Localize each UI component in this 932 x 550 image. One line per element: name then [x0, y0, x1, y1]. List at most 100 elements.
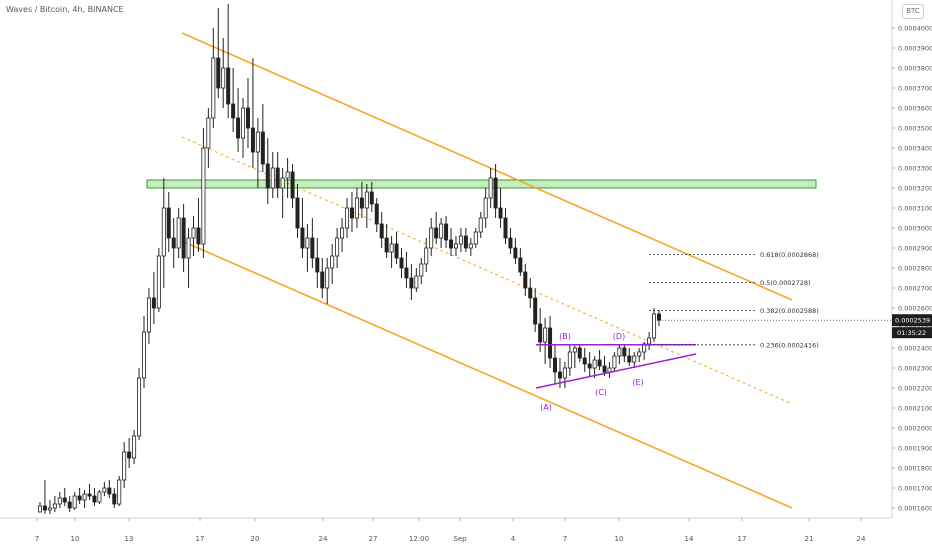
- candle[interactable]: [186, 228, 191, 288]
- candle[interactable]: [191, 216, 196, 256]
- candle[interactable]: [340, 218, 345, 252]
- candle[interactable]: [161, 178, 166, 288]
- candle[interactable]: [42, 480, 47, 514]
- candle[interactable]: [359, 182, 364, 218]
- candle[interactable]: [463, 228, 468, 252]
- candle[interactable]: [151, 272, 156, 324]
- channel-lower-line[interactable]: [181, 240, 793, 509]
- candle[interactable]: [57, 492, 62, 508]
- candle[interactable]: [444, 216, 449, 248]
- candle[interactable]: [399, 248, 404, 278]
- candle[interactable]: [369, 182, 374, 212]
- candle[interactable]: [226, 4, 231, 118]
- candle[interactable]: [82, 490, 87, 508]
- candle[interactable]: [449, 228, 454, 256]
- candle[interactable]: [652, 308, 657, 342]
- candle[interactable]: [231, 68, 236, 132]
- candle[interactable]: [414, 268, 419, 292]
- resistance-zone[interactable]: [146, 179, 817, 189]
- candle[interactable]: [250, 58, 255, 168]
- candle[interactable]: [419, 258, 424, 284]
- candle[interactable]: [280, 168, 285, 218]
- candle[interactable]: [275, 152, 280, 198]
- candle[interactable]: [389, 236, 394, 268]
- candle[interactable]: [617, 344, 622, 364]
- candle[interactable]: [483, 188, 488, 228]
- candle[interactable]: [245, 78, 250, 148]
- candle[interactable]: [493, 164, 498, 218]
- candle[interactable]: [107, 480, 112, 498]
- candle[interactable]: [409, 264, 414, 300]
- candle[interactable]: [345, 198, 350, 238]
- candle[interactable]: [439, 218, 444, 248]
- candle[interactable]: [285, 158, 290, 198]
- candle[interactable]: [72, 492, 77, 510]
- candle[interactable]: [488, 168, 493, 208]
- candle[interactable]: [216, 8, 221, 98]
- candle[interactable]: [498, 188, 503, 228]
- candle[interactable]: [255, 118, 260, 188]
- candle[interactable]: [137, 368, 142, 440]
- candle[interactable]: [117, 476, 122, 506]
- candle[interactable]: [572, 344, 577, 368]
- candle[interactable]: [548, 316, 553, 368]
- candle[interactable]: [647, 332, 652, 350]
- channel-upper-line[interactable]: [181, 32, 793, 301]
- candle[interactable]: [67, 496, 72, 512]
- candle[interactable]: [528, 278, 533, 308]
- candle[interactable]: [379, 212, 384, 248]
- candle[interactable]: [582, 348, 587, 372]
- candle[interactable]: [592, 356, 597, 378]
- candle[interactable]: [320, 258, 325, 298]
- candle[interactable]: [657, 310, 662, 326]
- candle[interactable]: [384, 224, 389, 258]
- candle[interactable]: [102, 482, 107, 496]
- candle[interactable]: [335, 228, 340, 268]
- candle[interactable]: [587, 352, 592, 376]
- candle[interactable]: [632, 352, 637, 368]
- candle[interactable]: [434, 212, 439, 244]
- candle[interactable]: [553, 344, 558, 384]
- candle[interactable]: [597, 350, 602, 370]
- candle[interactable]: [97, 490, 102, 504]
- candle[interactable]: [374, 198, 379, 232]
- candle[interactable]: [132, 430, 137, 464]
- candle[interactable]: [305, 224, 310, 272]
- candle[interactable]: [241, 98, 246, 158]
- candle[interactable]: [478, 212, 483, 238]
- candle[interactable]: [330, 244, 335, 284]
- candle[interactable]: [166, 192, 171, 252]
- candle[interactable]: [77, 488, 82, 504]
- candle[interactable]: [637, 348, 642, 362]
- candle[interactable]: [562, 362, 567, 388]
- candle[interactable]: [602, 356, 607, 376]
- candle[interactable]: [270, 152, 275, 198]
- candle[interactable]: [349, 192, 354, 232]
- candle[interactable]: [181, 204, 186, 272]
- candle[interactable]: [354, 188, 359, 228]
- candle[interactable]: [47, 500, 52, 514]
- triangle-lower-line[interactable]: [535, 353, 697, 389]
- candle[interactable]: [196, 198, 201, 252]
- candle[interactable]: [567, 344, 572, 376]
- candle[interactable]: [211, 28, 216, 128]
- candle[interactable]: [300, 198, 305, 258]
- candle[interactable]: [295, 184, 300, 238]
- candle[interactable]: [627, 348, 632, 366]
- candle[interactable]: [325, 258, 330, 304]
- candle[interactable]: [429, 218, 434, 256]
- candle[interactable]: [315, 238, 320, 288]
- candle[interactable]: [221, 38, 226, 108]
- candle[interactable]: [206, 108, 211, 168]
- candle[interactable]: [543, 318, 548, 364]
- candle[interactable]: [171, 218, 176, 268]
- candle[interactable]: [52, 496, 57, 512]
- candle[interactable]: [236, 88, 241, 152]
- candle[interactable]: [112, 488, 117, 508]
- candle[interactable]: [92, 488, 97, 506]
- candle[interactable]: [87, 484, 92, 500]
- candle[interactable]: [577, 344, 582, 362]
- candle[interactable]: [38, 502, 43, 513]
- candle[interactable]: [156, 248, 161, 312]
